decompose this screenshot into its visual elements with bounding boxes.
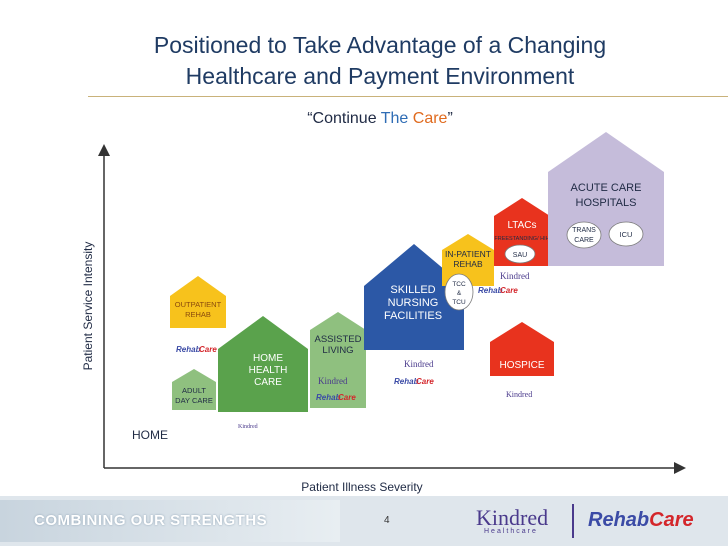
kindred-logo-home: Kindred bbox=[238, 424, 258, 430]
home-health-line-1: HOME bbox=[253, 353, 283, 364]
kindred-logo-sub: Healthcare bbox=[484, 528, 538, 535]
rehabcare-logo-nursing: Rehab Care bbox=[394, 377, 434, 386]
home-label: HOME bbox=[132, 428, 168, 442]
care-logo-text: Care bbox=[338, 393, 356, 402]
kindred-logo-text: Kindred bbox=[506, 390, 532, 399]
ltacs-sub-label: FREESTANDING/ HIH bbox=[494, 236, 549, 242]
kindred-logo-text: Kindred bbox=[318, 376, 348, 386]
title-line-1: Positioned to Take Advantage of a Changi… bbox=[153, 32, 607, 58]
home-health-care-shape bbox=[218, 316, 308, 412]
acute-care-line-1: ACUTE CARE bbox=[571, 182, 642, 194]
inpatient-rehab-line-2: REHAB bbox=[453, 259, 483, 269]
adult-day-care-line-1: ADULT bbox=[182, 386, 206, 395]
kindred-logo-text: Kindred bbox=[238, 424, 258, 430]
outpatient-rehab-line-1: OUTPATIENT bbox=[175, 300, 222, 309]
skilled-nursing-line-2: NURSING bbox=[388, 297, 439, 309]
assisted-living-line-1: ASSISTED bbox=[315, 334, 362, 345]
outpatient-rehab-shape bbox=[170, 276, 226, 328]
subtitle-part-3: Care bbox=[408, 110, 448, 127]
footer-tagline: COMBINING OUR STRENGTHS bbox=[34, 512, 268, 529]
subtitle: “Continue The Care” bbox=[200, 110, 560, 128]
subtitle-part-4: ” bbox=[447, 110, 453, 127]
logo-divider bbox=[572, 504, 574, 538]
rehab-logo-text: Rehab bbox=[316, 393, 341, 402]
title-line-2: Healthcare and Payment Environment bbox=[185, 63, 575, 89]
care-logo-text: Care bbox=[500, 286, 518, 295]
continuum-diagram: Patient Service Intensity Patient Illnes… bbox=[81, 132, 686, 494]
care-logo-text: Care bbox=[649, 509, 694, 531]
sau-circle bbox=[504, 244, 536, 264]
tcc-line-3: TCU bbox=[452, 299, 466, 306]
skilled-nursing-line-1: SKILLED bbox=[390, 284, 435, 296]
tcc-line-2: & bbox=[457, 290, 462, 297]
hospice-label: HOSPICE bbox=[499, 360, 544, 371]
kindred-logo-ltac: Kindred bbox=[500, 271, 530, 281]
ltacs-label: LTACs bbox=[507, 220, 536, 231]
tcc-line-1: TCC bbox=[452, 281, 466, 288]
kindred-logo-assisted: Kindred bbox=[318, 376, 348, 386]
footer-bar: COMBINING OUR STRENGTHS 4 Kindred Health… bbox=[0, 496, 728, 546]
kindred-logo-nursing: Kindred bbox=[404, 359, 434, 369]
y-axis-label: Patient Service Intensity bbox=[81, 242, 95, 371]
adult-day-care-line-2: DAY CARE bbox=[175, 396, 213, 405]
rehabcare-logo-outpatient: Rehab Care bbox=[176, 345, 217, 354]
kindred-logo: Kindred bbox=[476, 505, 549, 530]
sau-label: SAU bbox=[513, 252, 527, 259]
adult-day-care-shape bbox=[172, 369, 216, 410]
outpatient-rehab-line-2: REHAB bbox=[185, 310, 211, 319]
subtitle-part-2: The bbox=[380, 110, 409, 127]
rehabcare-logo-inpatient: Rehab Care bbox=[478, 286, 518, 295]
home-shape bbox=[120, 418, 280, 456]
icu-circle bbox=[608, 221, 644, 247]
care-logo-text: Care bbox=[416, 377, 434, 386]
title-divider bbox=[88, 96, 728, 97]
slide-title: Positioned to Take Advantage of a Changi… bbox=[80, 30, 680, 92]
footer-band bbox=[0, 500, 340, 542]
trans-care-line-2: CARE bbox=[574, 237, 594, 244]
kindred-logo-hospice: Kindred bbox=[506, 390, 532, 399]
x-axis-label: Patient Illness Severity bbox=[301, 480, 422, 494]
kindred-logo-text: Kindred bbox=[500, 271, 530, 281]
inpatient-rehab-shape bbox=[442, 234, 494, 286]
tcc-tcu-circle bbox=[444, 273, 474, 311]
kindred-logo-text: Kindred bbox=[404, 359, 434, 369]
rehab-logo-text: Rehab bbox=[478, 286, 503, 295]
rehab-logo-text: Rehab bbox=[394, 377, 419, 386]
subtitle-part-1: “Continue bbox=[307, 110, 381, 127]
assisted-living-line-2: LIVING bbox=[322, 345, 353, 356]
acute-care-line-2: HOSPITALS bbox=[576, 197, 637, 209]
trans-care-circle bbox=[566, 221, 602, 249]
skilled-nursing-line-3: FACILITIES bbox=[384, 310, 442, 322]
trans-care-line-1: TRANS bbox=[572, 227, 596, 234]
hospice-shape bbox=[490, 322, 554, 376]
rehabcare-logo: RehabCare bbox=[588, 509, 694, 532]
page-number: 4 bbox=[384, 515, 390, 526]
icu-label: ICU bbox=[620, 230, 633, 239]
care-logo-text: Care bbox=[199, 345, 217, 354]
assisted-living-shape bbox=[310, 312, 366, 408]
home-health-line-2: HEALTH bbox=[249, 365, 288, 376]
home-health-line-3: CARE bbox=[254, 377, 282, 388]
rehab-logo-text: Rehab bbox=[588, 509, 650, 531]
skilled-nursing-shape bbox=[364, 244, 464, 350]
rehabcare-logo-assisted: Rehab Care bbox=[316, 393, 356, 402]
rehab-logo-text: Rehab bbox=[176, 345, 201, 354]
inpatient-rehab-line-1: IN-PATIENT bbox=[445, 249, 491, 259]
